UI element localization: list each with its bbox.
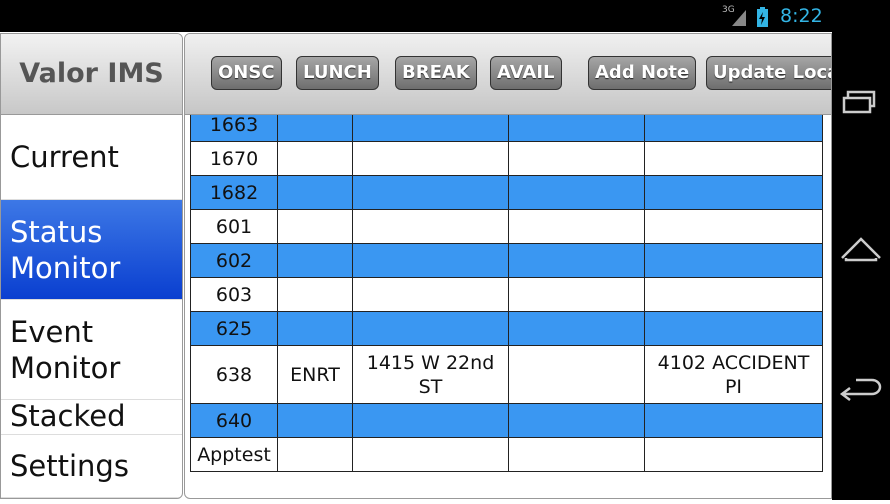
table-row[interactable]: 602 (190, 243, 823, 278)
nav-item[interactable]: Current (1, 115, 182, 200)
table-cell: 1670 (190, 141, 278, 176)
table-cell (352, 209, 509, 244)
table-cell (508, 175, 645, 210)
table-cell: 640 (190, 403, 278, 438)
toolbar-button[interactable]: ONSC (211, 56, 282, 90)
status-table: 1663 1670 1682 601 602 603 625 638 ENRT 1415 W 22… (190, 115, 823, 472)
table-cell: 1415 W 22nd ST (352, 345, 509, 404)
table-scroll: 1663 1670 1682 601 602 603 625 638 ENRT 1415 W 22… (190, 115, 830, 498)
table-cell (277, 403, 353, 438)
nav-item[interactable]: Event Monitor (1, 300, 182, 400)
table-cell (277, 115, 353, 142)
status-icons (732, 7, 768, 27)
table-row[interactable]: Apptest (190, 437, 823, 472)
table-row[interactable]: 625 (190, 311, 823, 346)
status-bar: 3G 8:22 (0, 0, 890, 32)
nav-bar (832, 32, 890, 500)
recent-apps-shadow (846, 90, 876, 108)
table-cell (508, 243, 645, 278)
table-cell (644, 141, 823, 176)
table-row[interactable]: 1682 (190, 175, 823, 210)
nav-icons (839, 90, 882, 401)
table-cell: 1663 (190, 115, 278, 142)
table-cell: 602 (190, 243, 278, 278)
table-cell (644, 277, 823, 312)
table-cell: 1682 (190, 175, 278, 210)
table-cell (644, 209, 823, 244)
toolbar-button[interactable]: BREAK (395, 56, 477, 90)
table-cell (277, 437, 353, 472)
app-title: Valor IMS (19, 58, 164, 89)
table-cell (644, 403, 823, 438)
table-cell (352, 175, 509, 210)
table-row[interactable]: 1663 (190, 115, 823, 142)
table-cell (352, 437, 509, 472)
table-cell (644, 243, 823, 278)
toolbar-button[interactable]: AVAIL (490, 56, 562, 90)
table-row[interactable]: 603 (190, 277, 823, 312)
recent-apps-button[interactable] (842, 96, 872, 114)
table-cell (508, 277, 645, 312)
toolbar-button[interactable]: LUNCH (296, 56, 379, 90)
nav-item[interactable]: Status Monitor (1, 200, 182, 300)
table-cell (644, 115, 823, 142)
table-cell (277, 175, 353, 210)
sidebar: Valor IMS Current Status Monitor Event Mon… (0, 33, 183, 499)
toolbar: ONSC LUNCH BREAK AVAIL Add Note Update Loca (185, 34, 831, 115)
home-button[interactable] (841, 237, 881, 262)
toolbar-button[interactable]: Add Note (588, 56, 697, 90)
table-cell (352, 277, 509, 312)
nav-item[interactable]: Settings (1, 435, 182, 498)
table-cell: 601 (190, 209, 278, 244)
table-row[interactable]: 638 ENRT 1415 W 22nd ST 4102 ACCIDENT PI (190, 345, 823, 404)
table-cell (352, 243, 509, 278)
table-cell (508, 403, 645, 438)
table-cell (352, 403, 509, 438)
table-cell (508, 141, 645, 176)
table-cell (508, 209, 645, 244)
back-button[interactable] (839, 378, 882, 401)
table-cell (644, 311, 823, 346)
main-panel: ONSC LUNCH BREAK AVAIL Add Note Update Loca 1… (184, 33, 832, 499)
nav-item[interactable]: Stacked (1, 400, 182, 435)
network-type: 3G (722, 5, 735, 15)
table-cell: 638 (190, 345, 278, 404)
table-cell (277, 277, 353, 312)
table-cell (352, 311, 509, 346)
table-cell (277, 243, 353, 278)
table-cell: 603 (190, 277, 278, 312)
table-cell (508, 437, 645, 472)
table-cell (508, 115, 645, 142)
table-cell (644, 175, 823, 210)
table-cell (508, 345, 645, 404)
table-row[interactable]: 601 (190, 209, 823, 244)
table-cell (277, 141, 353, 176)
toolbar-button[interactable]: Update Loca (706, 56, 831, 90)
table-cell (277, 209, 353, 244)
table-cell (508, 311, 645, 346)
table-cell (352, 141, 509, 176)
table-cell: 4102 ACCIDENT PI (644, 345, 823, 404)
table-cell (277, 311, 353, 346)
table-cell (352, 115, 509, 142)
table-row[interactable]: 640 (190, 403, 823, 438)
table-cell: Apptest (190, 437, 278, 472)
clock: 8:22 (780, 5, 823, 27)
table-cell: 625 (190, 311, 278, 346)
sidebar-header: Valor IMS (1, 34, 182, 115)
table-row[interactable]: 1670 (190, 141, 823, 176)
table-cell (644, 437, 823, 472)
table-cell: ENRT (277, 345, 353, 404)
